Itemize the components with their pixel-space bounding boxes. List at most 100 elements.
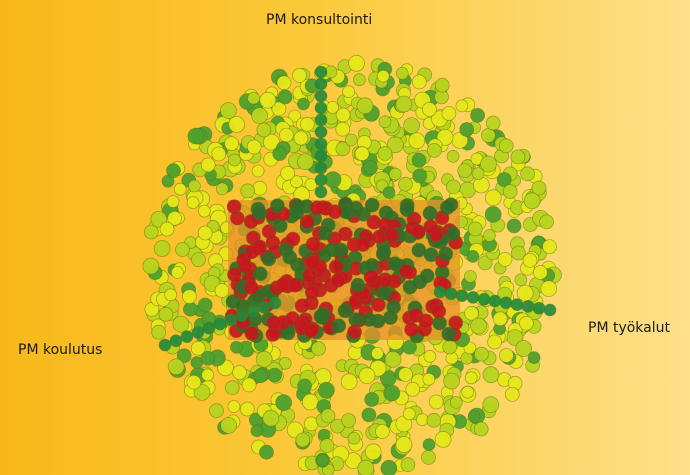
core-dot	[402, 279, 418, 295]
outer-dot	[382, 186, 396, 199]
outer-dot	[464, 371, 478, 385]
outer-dot	[251, 107, 269, 124]
core-dot	[333, 242, 349, 258]
outer-dot	[211, 146, 227, 162]
core-dot	[418, 313, 434, 329]
outer-dot	[398, 367, 413, 382]
outer-dot	[214, 283, 230, 299]
outer-dot	[187, 127, 205, 145]
outer-dot	[402, 407, 416, 421]
core-dot	[305, 254, 321, 270]
axis-dot-top	[314, 125, 328, 139]
outer-dot	[434, 77, 450, 93]
outer-dot	[459, 122, 475, 137]
outer-dot	[159, 221, 175, 237]
core-dot	[330, 272, 346, 288]
axis-dot-right	[510, 298, 524, 312]
core-dot	[252, 266, 268, 282]
outer-dot	[377, 145, 393, 161]
outer-dot	[173, 182, 187, 196]
outer-dot	[411, 152, 427, 168]
core-dot	[347, 324, 363, 340]
axis-dot-top	[314, 137, 328, 151]
core-dot	[363, 269, 379, 285]
outer-dot	[484, 205, 502, 223]
outer-dot	[240, 183, 256, 199]
outer-dot	[299, 116, 315, 132]
outer-dot	[342, 85, 356, 99]
outer-dot	[344, 133, 358, 147]
outer-dot	[175, 242, 190, 257]
outer-dot	[398, 176, 413, 192]
axis-dot-left	[246, 304, 260, 318]
outer-dot	[182, 301, 198, 317]
outer-dot	[527, 351, 541, 365]
core-dot	[304, 284, 320, 300]
core-dot	[410, 224, 426, 240]
axis-dot-left	[213, 317, 227, 331]
core-dot	[275, 277, 291, 293]
outer-dot	[176, 348, 192, 364]
outer-dot	[255, 350, 273, 368]
outer-dot	[510, 149, 526, 165]
outer-dot	[426, 142, 442, 158]
outer-dot	[426, 412, 442, 428]
outer-dot	[449, 395, 463, 409]
outer-dot	[466, 249, 480, 263]
outer-dot	[259, 91, 277, 109]
outer-dot	[487, 334, 503, 350]
axis-dot-left	[268, 296, 282, 310]
core-dot	[398, 263, 414, 279]
axis-dot-left	[257, 300, 271, 314]
axis-dot-top	[314, 161, 328, 175]
outer-dot	[352, 73, 366, 87]
outer-dot	[446, 149, 460, 163]
outer-dot	[197, 297, 213, 313]
outer-dot	[201, 368, 215, 382]
outer-dot	[485, 115, 501, 131]
outer-dot	[441, 106, 457, 121]
outer-dot	[421, 449, 436, 465]
core-dot	[439, 200, 455, 216]
outer-dot	[482, 366, 500, 384]
outer-dot	[434, 430, 452, 448]
outer-dot	[229, 340, 243, 354]
outer-dot	[209, 403, 224, 419]
outer-dot	[383, 384, 401, 402]
outer-dot	[378, 115, 392, 129]
outer-dot	[253, 368, 269, 384]
core-dot	[370, 297, 386, 313]
outer-dot	[296, 153, 314, 171]
outer-dot	[370, 346, 384, 360]
outer-dot	[496, 172, 512, 187]
outer-dot	[142, 257, 160, 275]
core-dot	[327, 204, 343, 220]
outer-dot	[354, 146, 370, 162]
outer-dot	[405, 381, 421, 397]
outer-dot	[250, 424, 264, 438]
outer-dot	[320, 408, 336, 424]
outer-dot	[280, 165, 296, 181]
axis-dot-right	[499, 296, 513, 310]
core-dot	[337, 303, 353, 319]
outer-dot	[340, 373, 358, 391]
outer-dot	[358, 367, 376, 385]
outer-dot	[335, 107, 351, 123]
core-dot	[423, 219, 439, 235]
outer-dot	[364, 443, 382, 461]
core-dot	[384, 227, 400, 243]
outer-dot	[422, 438, 436, 452]
outer-dot	[276, 75, 292, 91]
outer-dot	[506, 218, 522, 234]
axis-dot-left	[224, 313, 238, 327]
core-dot	[317, 225, 333, 241]
outer-dot	[277, 89, 293, 105]
outer-dot	[376, 69, 390, 83]
core-dot	[337, 226, 353, 242]
outer-dot	[502, 184, 518, 199]
outer-dot	[256, 122, 272, 138]
outer-dot	[388, 167, 402, 181]
outer-dot	[215, 182, 229, 196]
outer-dot	[480, 155, 497, 173]
outer-dot	[301, 393, 319, 411]
